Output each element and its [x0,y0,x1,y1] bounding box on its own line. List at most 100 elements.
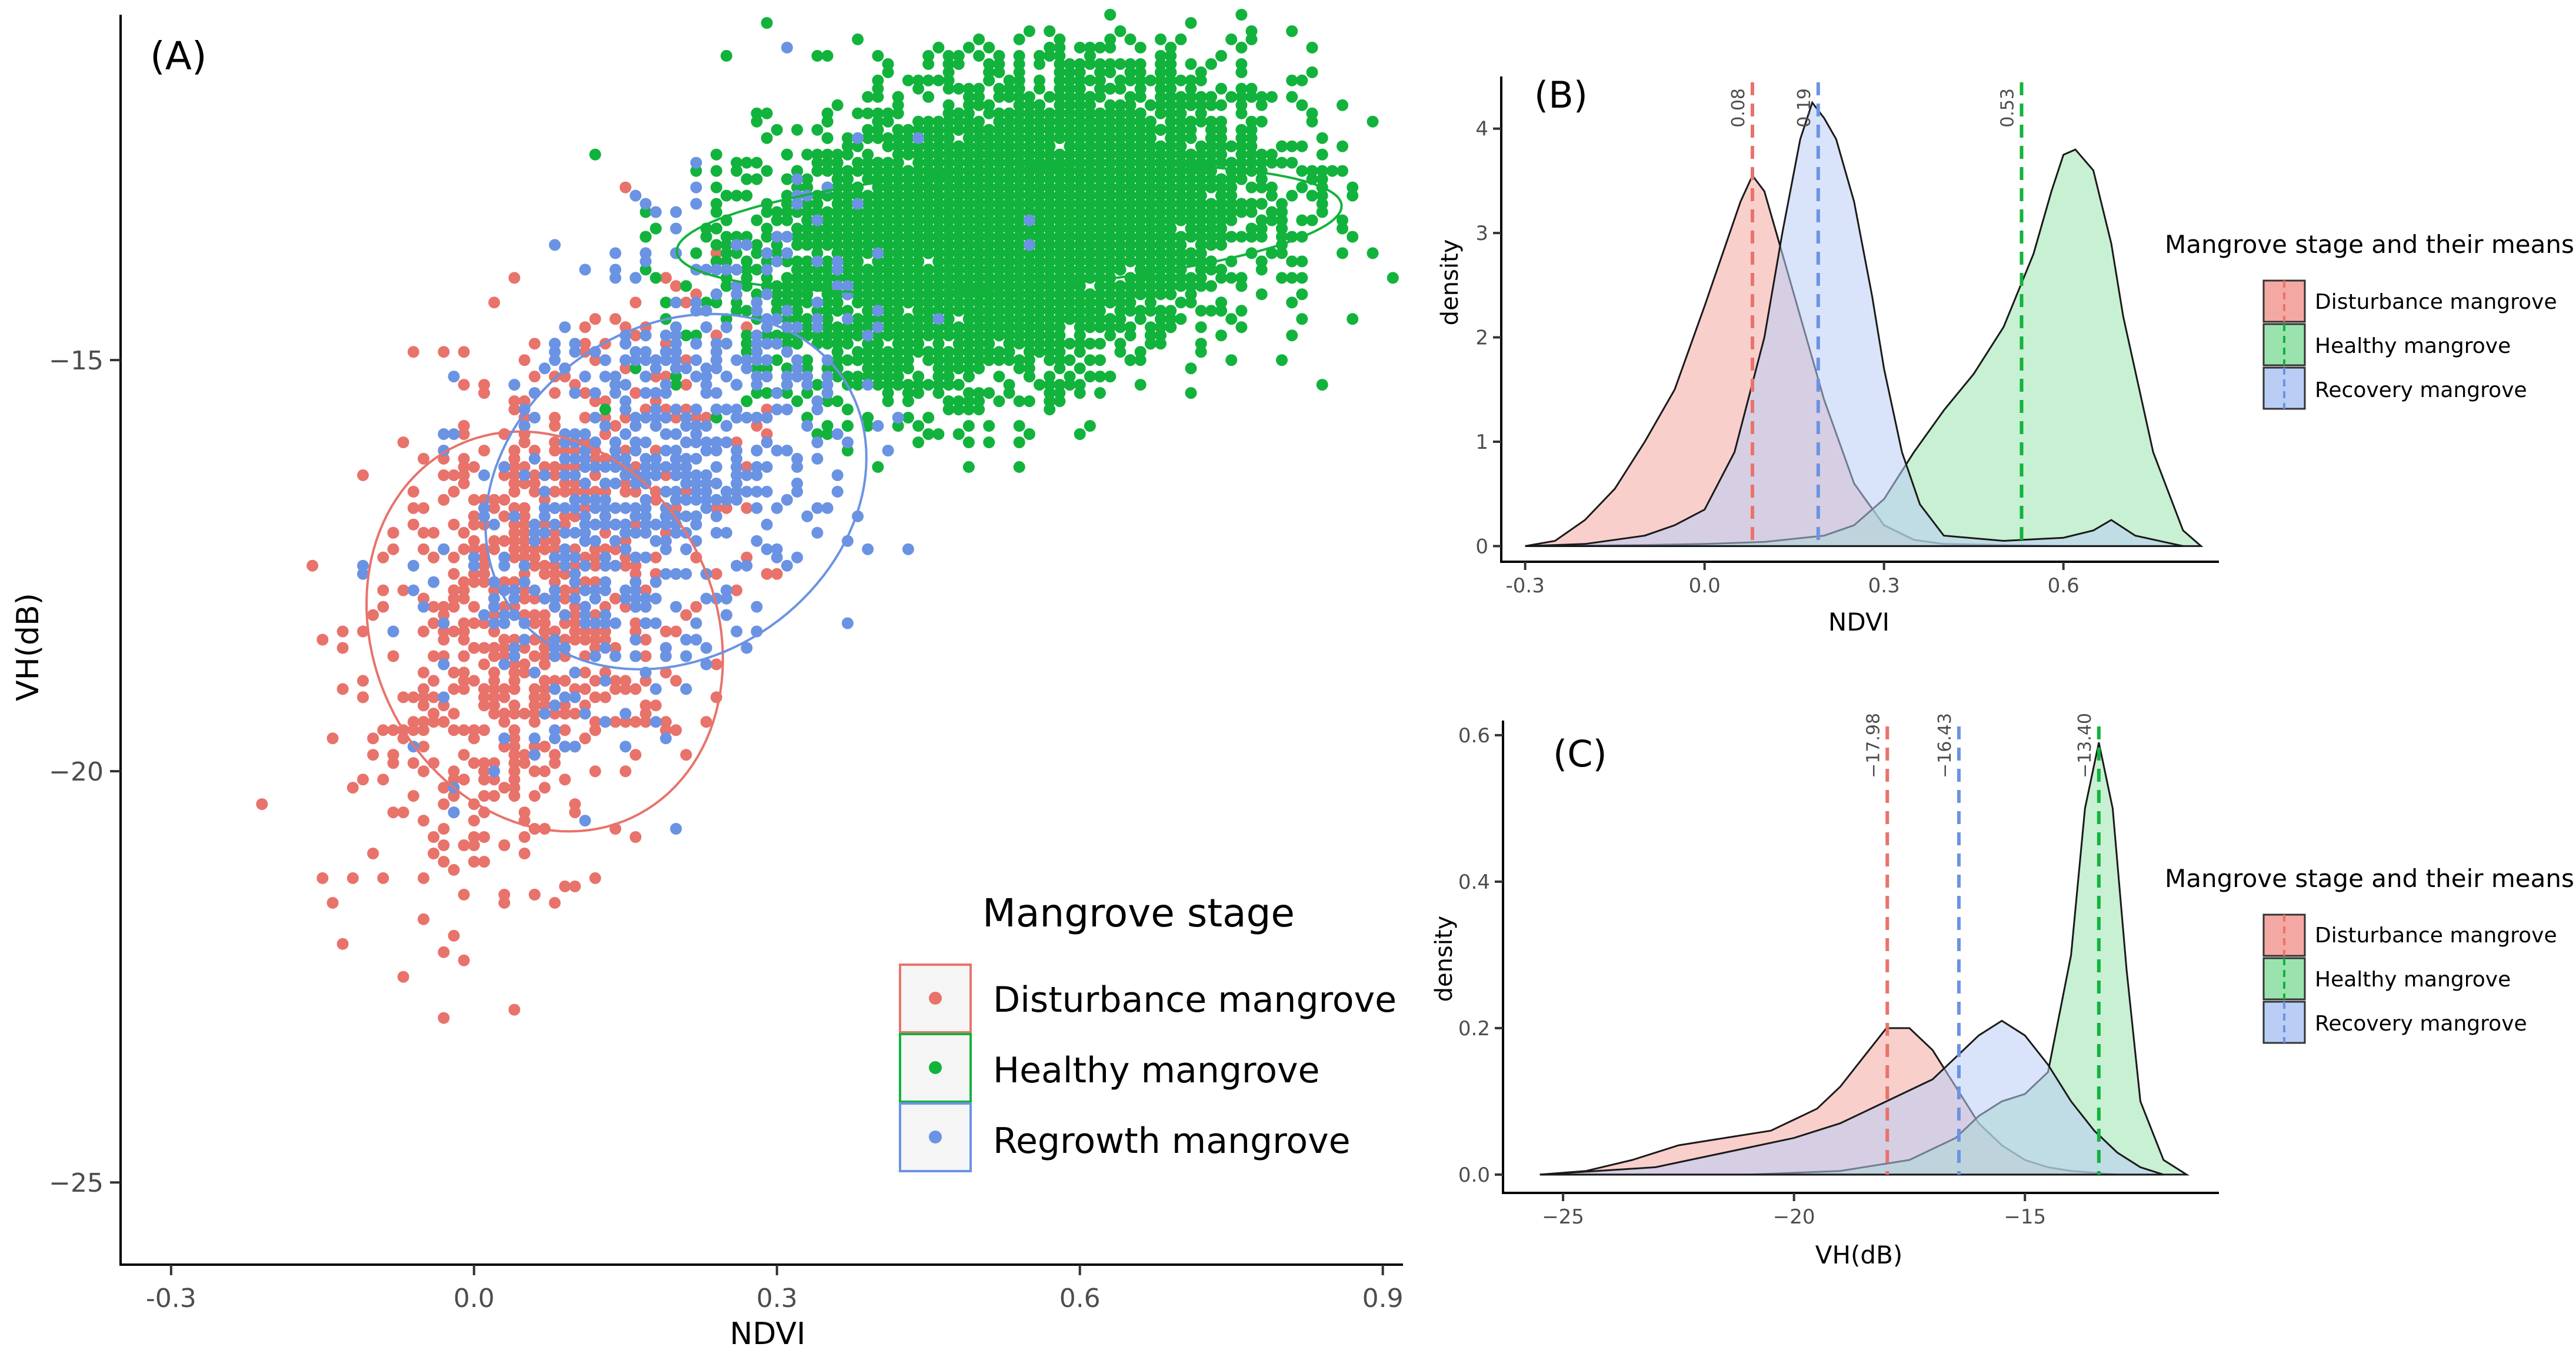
scatter-point [1054,346,1066,358]
scatter-point [973,156,985,169]
scatter-point [448,625,460,638]
scatter-point [902,296,914,309]
scatter-point [1165,280,1177,292]
scatter-point [1003,288,1015,301]
scatter-point [468,518,480,531]
scatter-point [639,708,652,720]
scatter-point [1094,165,1106,177]
scatter-point [741,305,753,317]
scatter-point [478,831,490,843]
scatter-point [680,354,692,366]
scatter-point [1104,82,1117,95]
scatter-point [932,362,945,375]
scatter-point [1195,206,1207,218]
scatter-point [1255,231,1268,243]
scatter-point [387,526,399,539]
scatter-point [589,313,601,325]
scatter-point [518,461,531,473]
scatter-point [1023,321,1035,334]
scatter-point [1023,264,1035,276]
scatter-point [508,1003,521,1016]
scatter-point [589,609,601,621]
scatter-point [1205,99,1217,111]
scatter-point [761,568,773,580]
scatter-point [367,848,379,859]
scatter-point [1205,231,1217,243]
scatter-point [902,354,914,366]
scatter-point [639,231,652,243]
scatter-point [1175,296,1187,309]
scatter-point [1225,206,1238,218]
scatter-point [902,412,914,424]
scatter-point [831,338,844,350]
scatter-point [882,206,894,218]
scatter-point [1124,247,1137,259]
scatter-point [952,82,965,95]
scatter-point [741,231,753,243]
scatter-point [458,592,470,605]
scatter-point [1225,231,1238,243]
scatter-point [1175,107,1187,119]
scatter-point [1013,49,1025,62]
scatter-point [751,264,763,276]
scatter-point [862,346,874,358]
scatter-point [498,535,511,547]
scatter-point [791,272,804,284]
scatter-point [357,469,369,481]
scatter-point [478,617,490,629]
scatter-point [1144,115,1157,128]
scatter-point [619,535,632,547]
scatter-point [448,518,460,531]
scatter-point [458,543,470,555]
scatter-point [549,559,561,572]
scatter-point [508,765,521,778]
scatter-point [488,642,501,654]
scatter-point [973,82,985,95]
scatter-point [1144,99,1157,111]
scatter-point [508,576,521,588]
scatter-point [478,765,490,778]
scatter-point [528,485,541,498]
scatter-point [1215,329,1227,342]
scatter-point [579,699,591,712]
scatter-point [1034,288,1045,301]
scatter-point [1013,222,1025,235]
panel-a: (A) -0.3 0.0 0.3 0.6 0.9 −25−20−15 NDVI VH(d… [11,9,1404,1352]
scatter-point [609,313,622,325]
scatter-point [498,469,511,481]
scatter-point [458,749,470,761]
scatter-point [821,395,834,408]
scatter-point [518,535,531,547]
scatter-point [518,806,531,819]
scatter-point [1074,41,1086,54]
scatter-point [1094,313,1106,325]
scatter-point [448,790,460,802]
scatter-point [741,321,753,334]
scatter-point [942,49,955,62]
scatter-point [1326,165,1338,177]
scatter-point [629,831,642,843]
scatter-point [831,231,844,243]
scatter-point [458,954,470,966]
scatter-point [821,329,834,342]
scatter-point [1104,41,1117,54]
scatter-point [1245,181,1258,194]
scatter-point [942,362,955,375]
scatter-point [872,115,884,128]
scatter-point [973,296,985,309]
scatter-point [1215,115,1227,128]
scatter-point [1054,305,1066,317]
scatter-point [538,568,551,580]
scatter-point [852,156,864,169]
scatter-point [498,691,511,703]
scatter-point [1054,296,1066,309]
scatter-point [670,412,682,424]
scatter-point [1205,222,1217,235]
scatter-point [418,666,429,679]
scatter-point [1185,206,1197,218]
scatter-point [710,247,722,259]
scatter-point [801,387,814,399]
scatter-point [942,264,955,276]
scatter-point [1215,231,1227,243]
scatter-point [599,428,611,440]
